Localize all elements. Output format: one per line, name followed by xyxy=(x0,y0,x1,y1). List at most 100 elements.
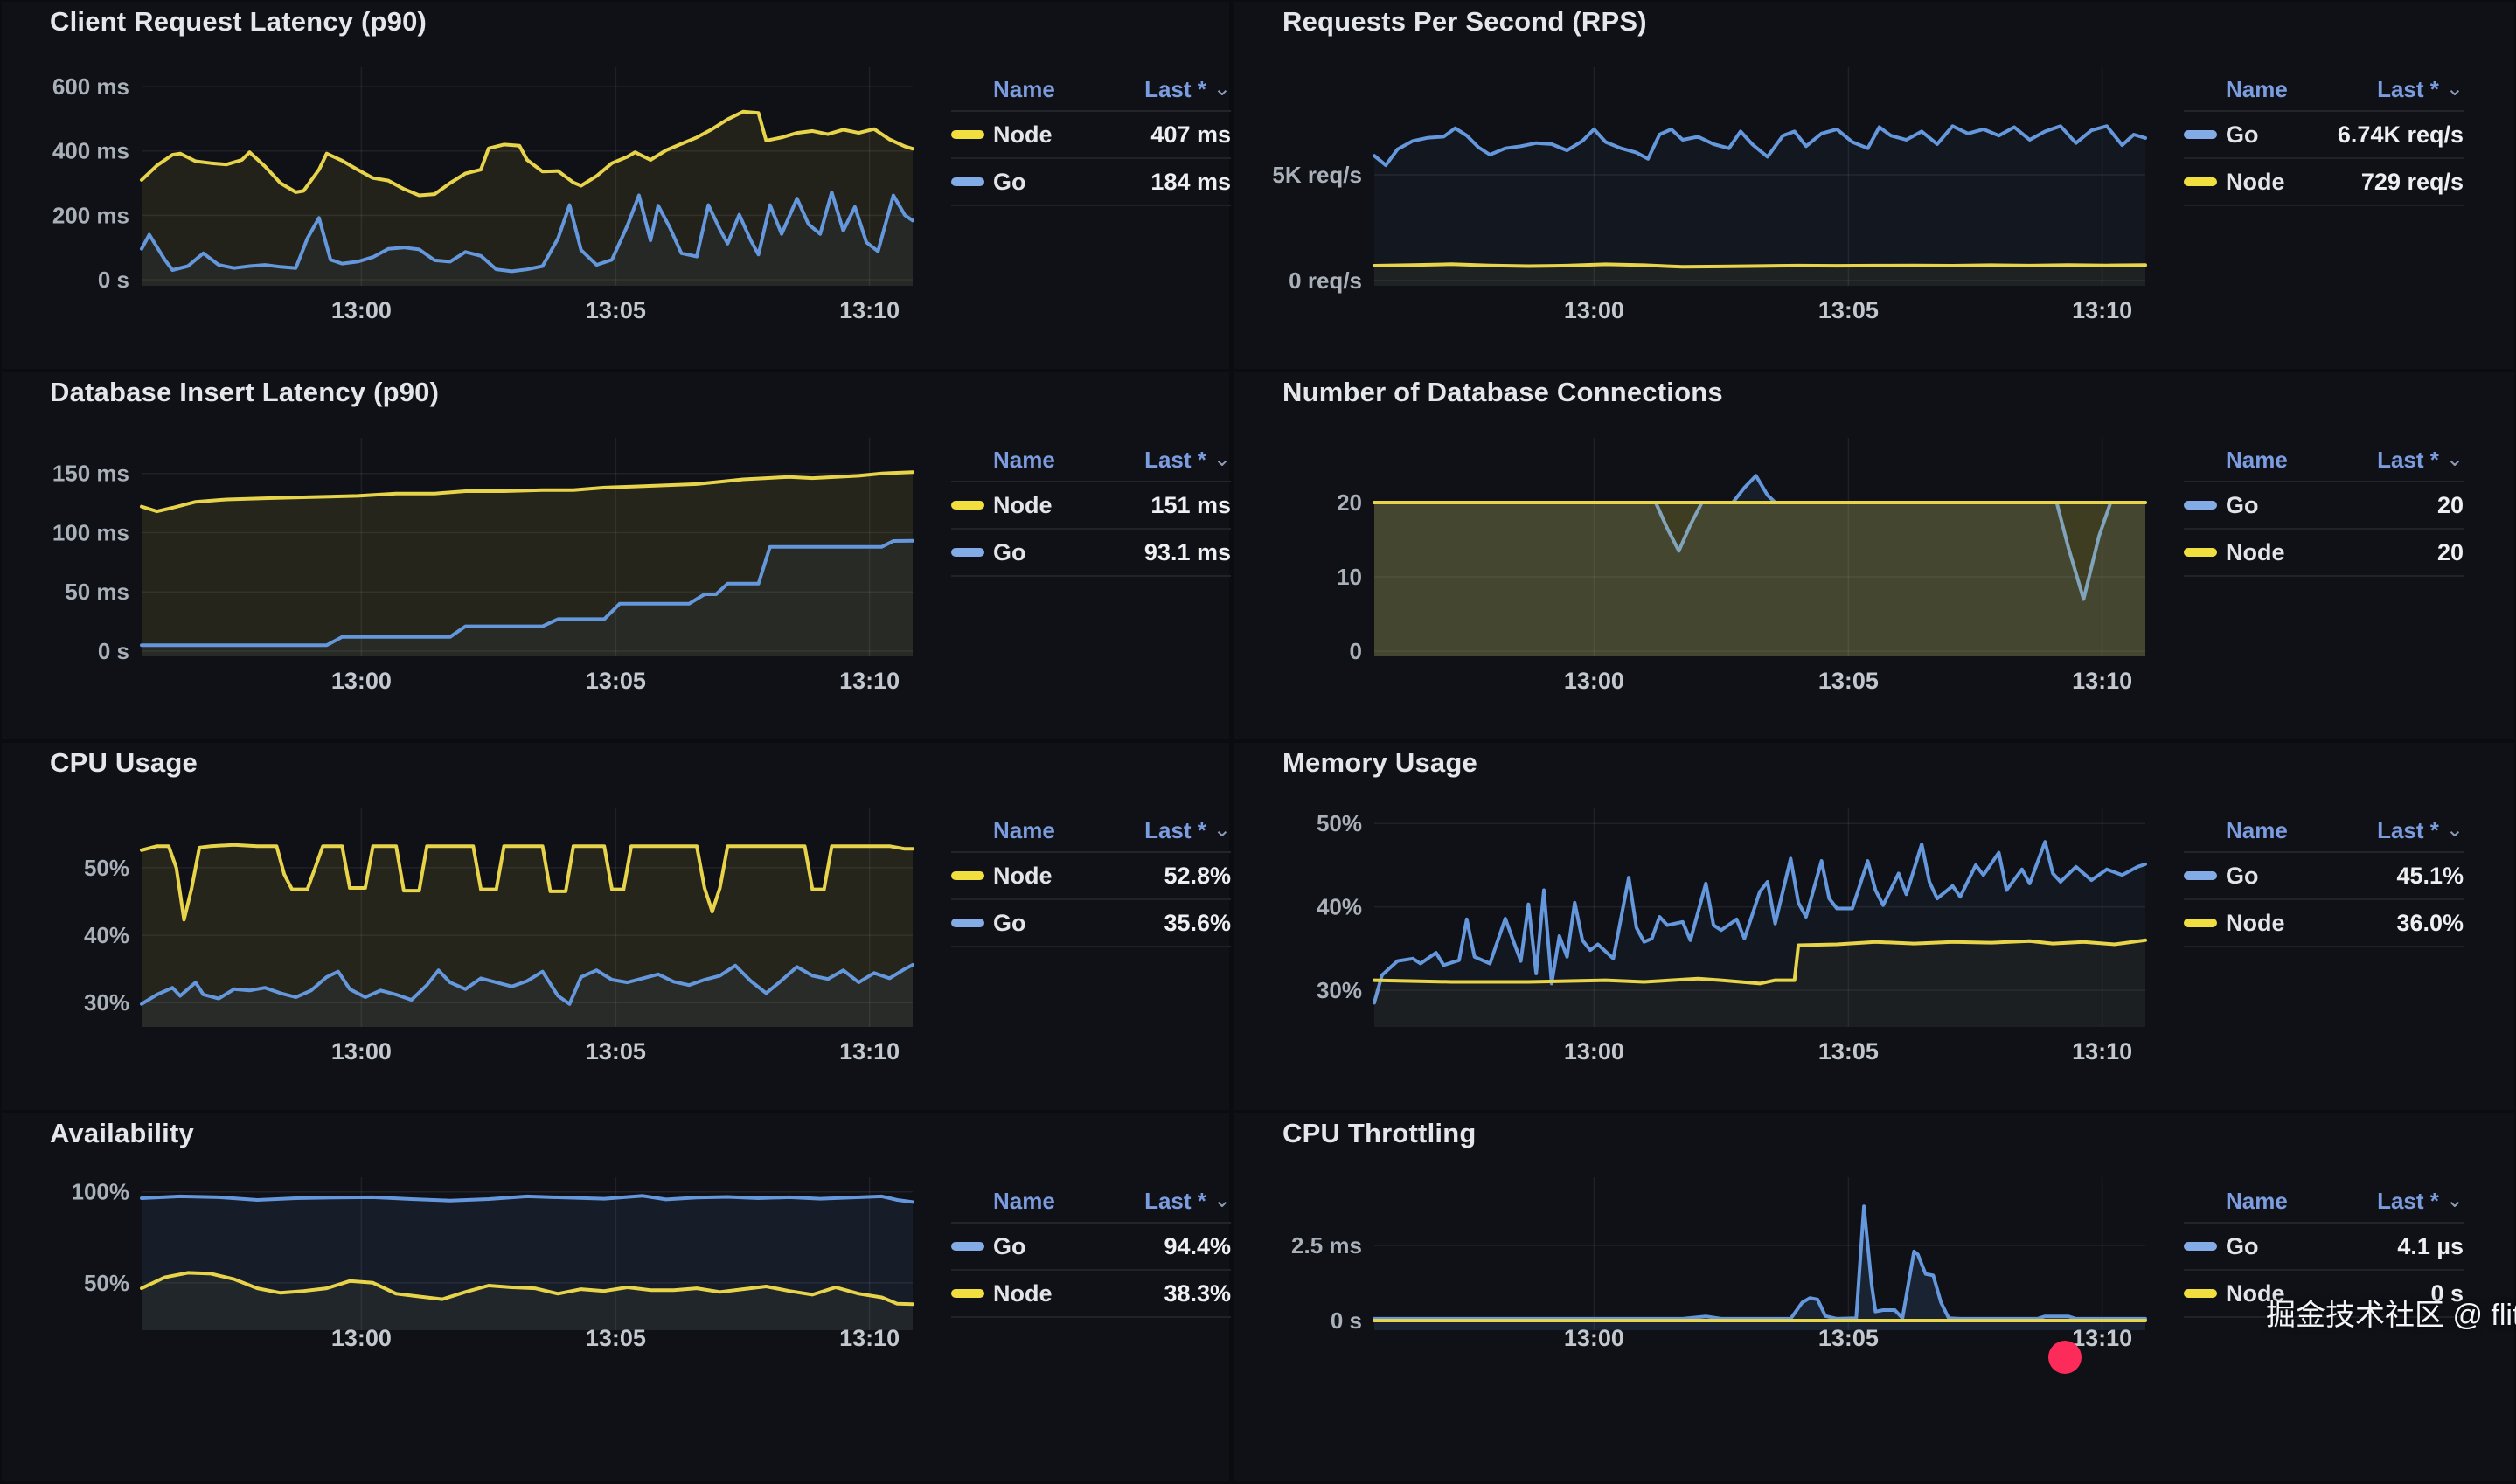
time-series-chart[interactable]: 50% 100% 13:00 13:05 13:10 xyxy=(2,1113,1229,1484)
chevron-down-icon: ⌄ xyxy=(1213,1189,1231,1212)
time-series-chart[interactable]: 0 s 50 ms 100 ms 150 ms 13:00 13:05 13:10 xyxy=(2,372,1229,743)
legend-sort-last[interactable]: Last * ⌄ xyxy=(2377,447,2464,474)
y-axis-tick-label: 5K req/s xyxy=(1272,162,1362,188)
series-line-go xyxy=(140,963,914,1006)
series-last-value: 4.1 µs xyxy=(2397,1232,2464,1259)
x-axis-tick-label: 13:00 xyxy=(1564,297,1624,323)
time-series-chart[interactable]: 0 req/s 5K req/s 13:00 13:05 13:10 xyxy=(1234,2,2514,372)
legend-row-go[interactable]: Go 6.74K req/s xyxy=(2184,112,2464,159)
time-series-chart[interactable]: 30% 40% 50% 13:00 13:05 13:10 xyxy=(1234,743,2514,1113)
legend-sort-name[interactable]: Name xyxy=(2226,75,2288,102)
legend-sort-last[interactable]: Last * ⌄ xyxy=(1144,1188,1231,1215)
series-line-go xyxy=(1373,840,2147,1005)
y-axis-tick-label: 0 s xyxy=(98,638,129,664)
y-axis-tick-label: 50 ms xyxy=(65,579,129,605)
legend-header: Name Last * ⌄ xyxy=(2184,68,2464,112)
series-last-value: 38.3% xyxy=(1164,1279,1231,1307)
chevron-down-icon: ⌄ xyxy=(1213,77,1231,101)
panel-availability: 50% 100% 13:00 13:05 13:10 Availability Name… xyxy=(2,1113,1231,1484)
legend-sort-name[interactable]: Name xyxy=(993,1187,1055,1214)
series-line-node xyxy=(1373,938,2147,986)
legend-row-go[interactable]: Go 184 ms xyxy=(951,159,1231,206)
legend-row-go[interactable]: Go 4.1 µs xyxy=(2184,1224,2464,1271)
legend-row-go[interactable]: Go 94.4% xyxy=(951,1224,1231,1271)
panel-title[interactable]: CPU Usage xyxy=(50,747,198,778)
series-name: Node xyxy=(2226,168,2285,195)
legend-sort-name[interactable]: Name xyxy=(993,446,1055,473)
panel-title[interactable]: Requests Per Second (RPS) xyxy=(1282,6,1647,37)
series-last-value: 36.0% xyxy=(2396,909,2464,936)
legend-row-go[interactable]: Go 93.1 ms xyxy=(951,530,1231,577)
legend-row-go[interactable]: Go 20 xyxy=(2184,482,2464,530)
series-color-chip xyxy=(2184,501,2217,510)
series-name: Go xyxy=(2226,121,2259,148)
series-color-chip xyxy=(951,871,984,880)
series-area-go xyxy=(142,540,913,656)
legend-row-node[interactable]: Node 0 s xyxy=(2184,1271,2464,1318)
series-color-chip xyxy=(951,1242,984,1251)
legend-sort-last[interactable]: Last * ⌄ xyxy=(1144,447,1231,474)
panel-database-connections: 0 10 20 13:00 13:05 13:10 Number of Database … xyxy=(1234,372,2514,739)
panel-title[interactable]: Client Request Latency (p90) xyxy=(50,6,427,37)
legend-row-go[interactable]: Go 45.1% xyxy=(2184,853,2464,900)
x-axis-tick-label: 13:05 xyxy=(586,1325,646,1351)
legend-last-label: Last * xyxy=(2377,1187,2439,1214)
legend-sort-last[interactable]: Last * ⌄ xyxy=(1144,76,1231,103)
series-color-chip xyxy=(2184,871,2217,880)
series-color-chip xyxy=(951,919,984,927)
legend-row-node[interactable]: Node 729 req/s xyxy=(2184,159,2464,206)
time-series-chart[interactable]: 0 s 200 ms 400 ms 600 ms 13:00 13:05 13:10 xyxy=(2,2,1229,372)
panel-title[interactable]: Database Insert Latency (p90) xyxy=(50,377,440,407)
series-line-node xyxy=(1373,262,2147,269)
legend-sort-name[interactable]: Name xyxy=(993,816,1055,843)
chevron-down-icon: ⌄ xyxy=(2445,1189,2464,1212)
series-color-chip xyxy=(951,1289,984,1298)
legend-table: Name Last * ⌄ Node 52.8% Go 35.6% xyxy=(951,809,1231,947)
y-axis-tick-label: 10 xyxy=(1337,564,1362,590)
legend-sort-name[interactable]: Name xyxy=(993,75,1055,102)
y-axis-tick-label: 100% xyxy=(72,1179,130,1205)
legend-row-node[interactable]: Node 407 ms xyxy=(951,112,1231,159)
y-axis-tick-label: 600 ms xyxy=(52,73,129,100)
legend-row-go[interactable]: Go 35.6% xyxy=(951,900,1231,947)
legend-row-node[interactable]: Node 151 ms xyxy=(951,482,1231,530)
legend-row-node[interactable]: Node 52.8% xyxy=(951,853,1231,900)
legend-row-node[interactable]: Node 38.3% xyxy=(951,1271,1231,1318)
legend-row-node[interactable]: Node 36.0% xyxy=(2184,900,2464,947)
x-axis-tick-label: 13:10 xyxy=(2072,668,2132,694)
legend-sort-last[interactable]: Last * ⌄ xyxy=(2377,1188,2464,1215)
x-axis-tick-label: 13:00 xyxy=(1564,1038,1624,1064)
legend-sort-last[interactable]: Last * ⌄ xyxy=(2377,76,2464,103)
legend-sort-last[interactable]: Last * ⌄ xyxy=(2377,817,2464,844)
series-last-value: 6.74K req/s xyxy=(2337,121,2464,148)
legend-table: Name Last * ⌄ Node 407 ms Go 184 ms xyxy=(951,68,1231,206)
panel-title[interactable]: Availability xyxy=(50,1118,194,1148)
series-area-go xyxy=(142,1196,913,1330)
x-axis-tick-label: 13:05 xyxy=(586,668,646,694)
series-last-value: 20 xyxy=(2436,538,2464,565)
time-series-chart[interactable]: 30% 40% 50% 13:00 13:05 13:10 xyxy=(2,743,1229,1113)
series-area-node xyxy=(142,472,913,656)
panel-title[interactable]: Number of Database Connections xyxy=(1282,377,1723,407)
panel-memory-usage: 30% 40% 50% 13:00 13:05 13:10 Memory Usage Na… xyxy=(1234,743,2514,1110)
series-line-node xyxy=(140,1271,914,1307)
x-axis-tick-label: 13:05 xyxy=(586,1038,646,1064)
legend-sort-name[interactable]: Name xyxy=(2226,816,2288,843)
legend-sort-name[interactable]: Name xyxy=(2226,446,2288,473)
legend-header: Name Last * ⌄ xyxy=(951,1180,1231,1224)
series-name: Go xyxy=(2226,1232,2259,1259)
y-axis-tick-label: 50% xyxy=(84,1270,129,1296)
time-series-chart[interactable]: 0 10 20 13:00 13:05 13:10 xyxy=(1234,372,2514,743)
legend-sort-last[interactable]: Last * ⌄ xyxy=(1144,817,1231,844)
series-area-node xyxy=(1374,503,2145,656)
series-name: Node xyxy=(993,491,1053,518)
series-area-node xyxy=(142,111,913,286)
legend-sort-name[interactable]: Name xyxy=(2226,1187,2288,1214)
time-series-chart[interactable]: 0 s 2.5 ms 13:00 13:05 13:10 xyxy=(1234,1113,2514,1484)
series-line-go xyxy=(1373,124,2147,168)
panel-title[interactable]: CPU Throttling xyxy=(1282,1118,1477,1148)
series-line-go xyxy=(140,1194,914,1204)
series-line-go xyxy=(1373,474,2147,601)
legend-row-node[interactable]: Node 20 xyxy=(2184,530,2464,577)
panel-title[interactable]: Memory Usage xyxy=(1282,747,1477,778)
